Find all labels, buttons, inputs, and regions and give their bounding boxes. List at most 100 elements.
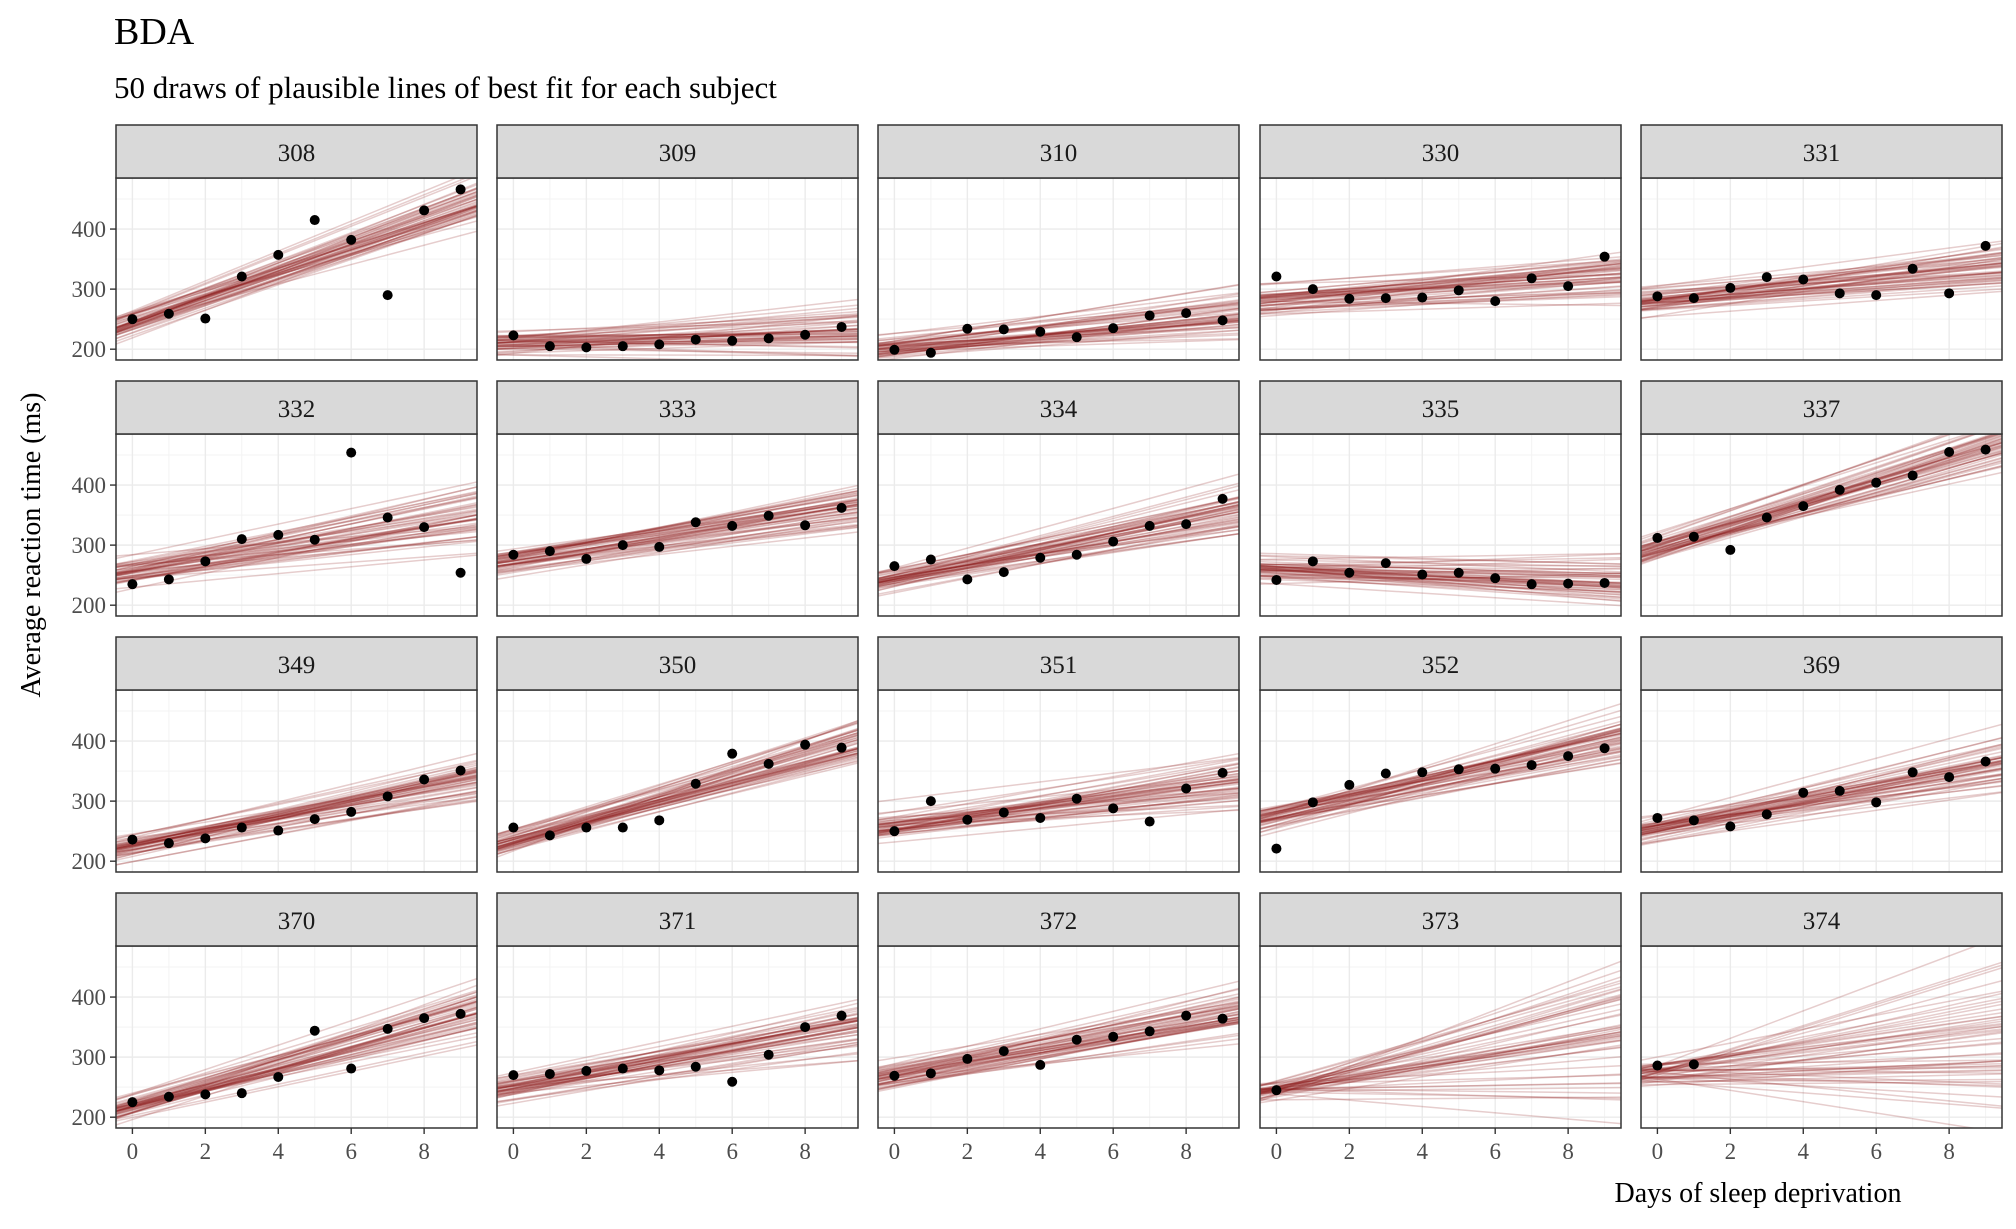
posterior-draw-line <box>1260 568 1621 574</box>
posterior-draw-line <box>497 492 858 563</box>
posterior-draw-line <box>497 315 858 345</box>
posterior-draw-line <box>497 502 858 556</box>
posterior-draw-line <box>1260 998 1621 1095</box>
posterior-draw-line <box>878 504 1239 577</box>
posterior-draw-line <box>1641 258 2002 291</box>
data-point <box>236 271 247 282</box>
posterior-draw-line <box>1260 736 1621 826</box>
x-tick-label: 6 <box>1870 1139 1882 1164</box>
posterior-draw-line <box>116 996 477 1120</box>
facet-panel-369: 369 <box>1640 636 2003 873</box>
data-point <box>273 1071 284 1082</box>
posterior-draw-line <box>1641 285 2002 311</box>
posterior-draw-line <box>497 1020 858 1090</box>
posterior-draw-line <box>497 721 858 843</box>
data-point <box>346 1063 357 1074</box>
posterior-draw-line <box>1641 256 2002 310</box>
posterior-draw-line <box>116 518 477 581</box>
posterior-draw-line <box>878 998 1239 1074</box>
posterior-draw-line <box>1260 567 1621 593</box>
posterior-draw-line <box>878 299 1239 347</box>
posterior-draw-line <box>116 517 477 580</box>
posterior-draw-line <box>878 501 1239 573</box>
posterior-draw-line <box>878 766 1239 835</box>
posterior-draw-line <box>1641 465 2002 554</box>
posterior-draw-line <box>497 348 858 355</box>
posterior-draw-line <box>1641 246 2002 310</box>
posterior-draw-line <box>1260 754 1621 822</box>
posterior-draw-line <box>878 778 1239 825</box>
posterior-draw-line <box>878 988 1239 1072</box>
posterior-draw-line <box>116 519 477 575</box>
posterior-draw-line <box>878 799 1239 832</box>
posterior-draw-line <box>497 335 858 338</box>
posterior-draw-line <box>1260 1024 1621 1097</box>
posterior-draw-line <box>116 524 477 581</box>
posterior-draw-line <box>116 539 477 574</box>
posterior-draw-line <box>497 1033 858 1094</box>
posterior-draw-line <box>878 338 1239 353</box>
posterior-draw-line <box>878 987 1239 1082</box>
posterior-draw-line <box>1641 1053 2002 1071</box>
posterior-draw-line <box>116 1044 477 1122</box>
posterior-draw-line <box>1641 756 2002 836</box>
posterior-draw-line <box>1260 720 1621 819</box>
posterior-draw-line <box>1260 740 1621 834</box>
posterior-draw-line <box>1260 758 1621 829</box>
panel-plot-area <box>1260 178 1621 360</box>
posterior-draw-line <box>116 1018 477 1109</box>
facet-strip <box>1640 124 2003 179</box>
posterior-draw-line <box>116 1011 477 1115</box>
posterior-draw-line <box>1641 255 2002 288</box>
posterior-draw-line <box>1260 258 1621 298</box>
facet-strip <box>1259 892 1622 947</box>
posterior-draw-line <box>878 792 1239 832</box>
posterior-draw-line <box>116 204 477 328</box>
posterior-draw-line <box>1641 744 2002 830</box>
posterior-draw-line <box>116 774 477 848</box>
posterior-draw-line <box>497 505 858 557</box>
posterior-draw-line <box>878 306 1239 346</box>
posterior-draw-line <box>497 1007 858 1093</box>
x-tick-label: 0 <box>127 1139 139 1164</box>
posterior-draw-line <box>1260 261 1621 305</box>
posterior-draw-line <box>1641 791 2002 835</box>
posterior-draw-line <box>497 498 858 558</box>
posterior-draw-line <box>878 1007 1239 1080</box>
posterior-draw-line <box>116 773 477 851</box>
posterior-draw-line <box>497 516 858 564</box>
facet-strip-label: 350 <box>659 652 697 679</box>
posterior-draw-line <box>497 516 858 567</box>
posterior-draw-line <box>1641 784 2002 832</box>
facet-strip-label: 374 <box>1803 908 1841 935</box>
data-point <box>581 342 592 353</box>
posterior-draw-line <box>1641 946 1978 1073</box>
posterior-draw-line <box>116 486 477 575</box>
posterior-draw-line <box>1260 285 1621 312</box>
posterior-draw-line <box>1260 575 1621 584</box>
posterior-draw-line <box>1260 1046 1621 1092</box>
posterior-draw-line <box>497 1053 858 1092</box>
posterior-draw-line <box>878 329 1239 353</box>
posterior-draw-line <box>497 490 858 560</box>
posterior-draw-line <box>116 518 477 569</box>
posterior-draw-line <box>116 759 477 840</box>
posterior-draw-line <box>116 492 477 573</box>
posterior-draw-line <box>497 1026 858 1097</box>
posterior-draw-line <box>116 752 477 843</box>
facet-strip <box>115 892 478 947</box>
posterior-draw-line <box>116 1025 477 1111</box>
posterior-draw-line <box>1260 748 1621 818</box>
data-point <box>508 1070 519 1081</box>
posterior-draw-line <box>1641 434 2002 549</box>
posterior-draw-line <box>1260 578 1621 593</box>
posterior-draw-line <box>116 796 477 866</box>
posterior-draw-line <box>878 496 1239 582</box>
panel-plot-area <box>878 690 1239 872</box>
posterior-draw-line <box>497 494 858 561</box>
posterior-draw-line <box>497 1017 858 1079</box>
x-tick-label: 6 <box>1107 1139 1119 1164</box>
posterior-draw-line <box>878 500 1239 582</box>
posterior-draw-line <box>878 795 1239 837</box>
